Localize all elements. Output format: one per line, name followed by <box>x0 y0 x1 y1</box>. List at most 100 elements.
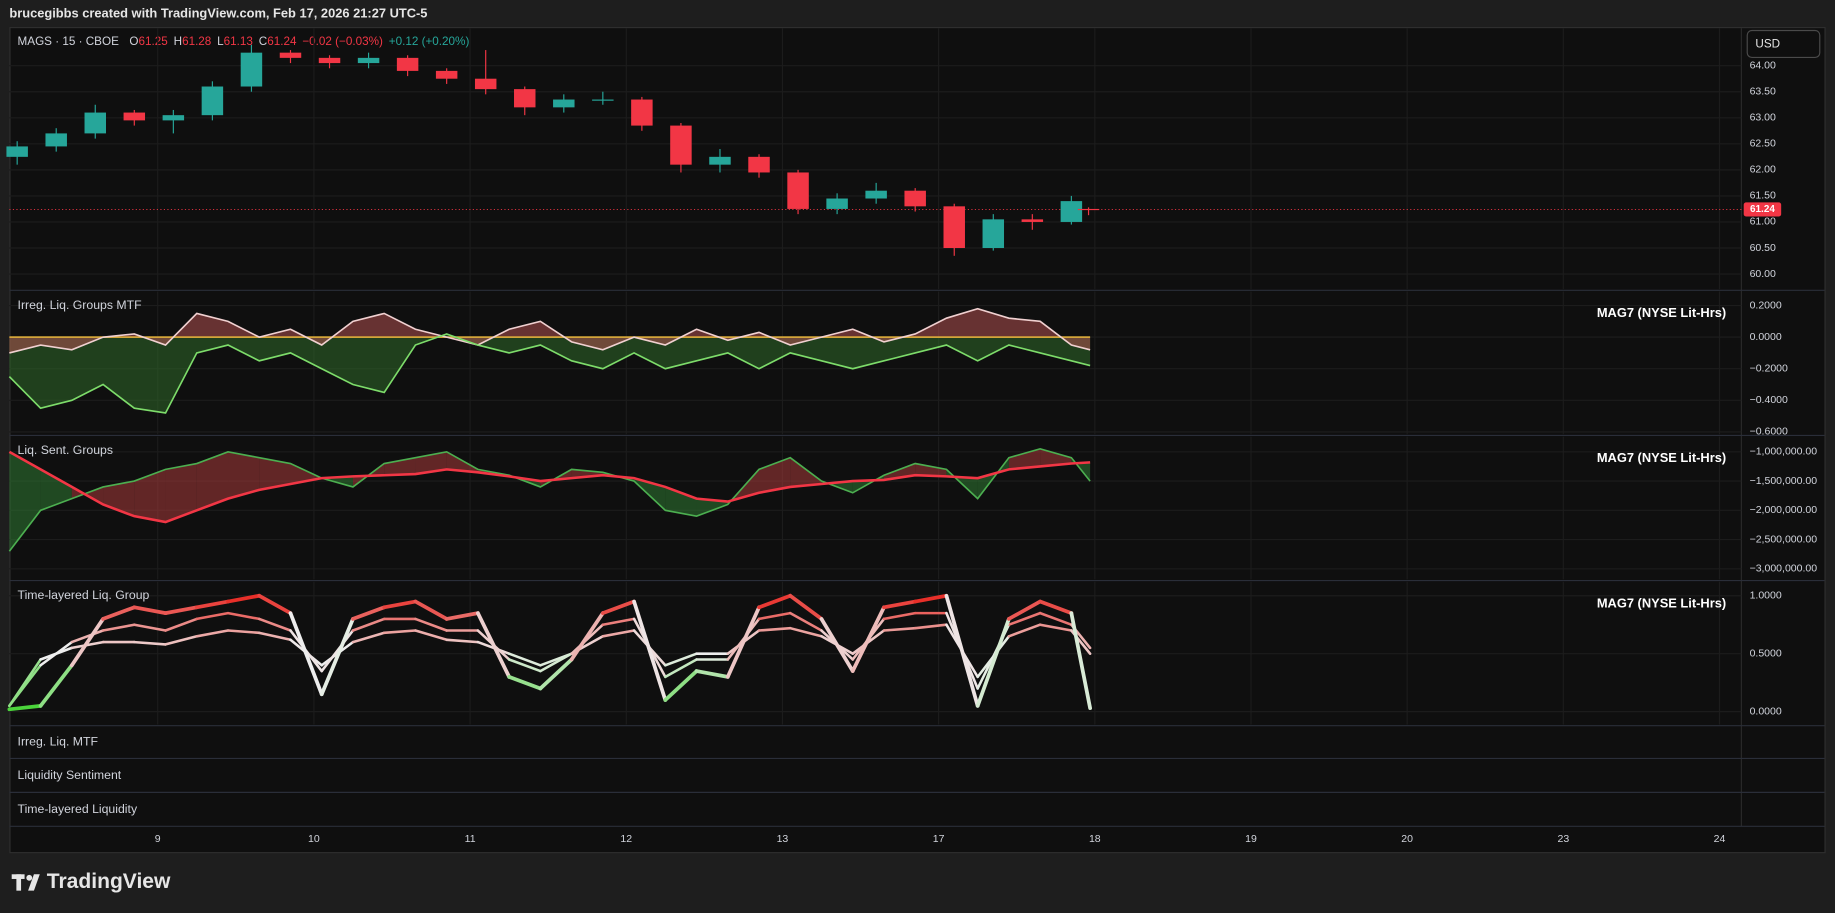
candle-body <box>123 112 146 121</box>
series-segment <box>163 605 199 615</box>
series-segment <box>1007 623 1042 638</box>
band-fill <box>790 457 822 487</box>
series-segment <box>664 652 698 667</box>
y-tick-label: 62.50 <box>1750 138 1776 150</box>
series-segment <box>1007 611 1042 627</box>
series-segment <box>1038 599 1074 615</box>
candle-body <box>45 133 67 147</box>
y-tick-label: −2,500,000.00 <box>1750 533 1818 545</box>
series-segment <box>882 626 917 632</box>
series-segment <box>538 657 574 691</box>
series-segment <box>882 611 917 621</box>
band-fill <box>228 451 260 499</box>
collapsed-pane-title: Time-layered Liquidity <box>18 802 138 816</box>
ohlc-value: 61.28 <box>182 35 211 48</box>
series-segment <box>133 623 167 632</box>
logo-shape <box>26 874 33 881</box>
series-segment <box>476 611 512 679</box>
band-fill <box>103 481 135 517</box>
series-segment <box>725 605 761 679</box>
pane-title: Liq. Sent. Groups <box>18 443 113 457</box>
candle-body <box>318 57 341 64</box>
candle-body <box>474 78 497 90</box>
y-tick-label: 0.0000 <box>1750 331 1782 343</box>
series-segment <box>8 663 42 708</box>
series-segment <box>601 617 636 627</box>
currency-label[interactable]: USD <box>1755 38 1780 51</box>
series-segment <box>7 703 43 712</box>
band-fill <box>571 469 603 479</box>
series-segment <box>320 629 355 673</box>
series-segment <box>226 611 261 621</box>
series-segment <box>819 617 855 673</box>
series-segment <box>351 605 387 621</box>
y-tick-label: 64.00 <box>1750 59 1776 71</box>
ohlc-label: H <box>174 35 182 48</box>
series-segment <box>944 593 980 708</box>
series-segment <box>319 617 355 697</box>
series-segment <box>569 611 605 662</box>
pane-subtitle: MAG7 (NYSE Lit-Hrs) <box>1597 595 1726 610</box>
footer-logo-icon <box>11 874 40 891</box>
series-segment <box>414 617 448 632</box>
ohlc-value: 61.25 <box>139 35 169 48</box>
series-segment <box>694 669 730 679</box>
x-tick-label: 20 <box>1401 833 1413 845</box>
y-tick-label: −2,000,000.00 <box>1750 504 1818 516</box>
ohlc-label: L <box>217 35 224 48</box>
series-segment <box>414 629 448 642</box>
band-fill <box>1040 448 1072 467</box>
candle-body <box>670 125 692 165</box>
candle-body <box>1021 219 1044 222</box>
series-segment <box>195 611 230 621</box>
pane-subtitle: MAG7 (NYSE Lit-Hrs) <box>1597 450 1726 465</box>
y-tick-label: 61.50 <box>1750 190 1776 202</box>
series-segment <box>507 652 542 667</box>
series-segment <box>226 593 262 604</box>
series-segment <box>257 593 293 615</box>
x-tick-label: 19 <box>1245 833 1257 845</box>
series-segment <box>975 617 1011 708</box>
series-line <box>9 307 1091 354</box>
series-area <box>9 333 1091 413</box>
series-segment <box>1038 623 1073 632</box>
candle-body <box>201 86 224 116</box>
y-tick-label: 63.00 <box>1750 112 1776 124</box>
series-segment <box>757 593 793 610</box>
series-segment <box>132 605 168 615</box>
change: −0.02 (−0.03%) <box>302 35 383 48</box>
candle-body <box>709 156 731 165</box>
candle-body <box>240 52 263 87</box>
series-segment <box>101 605 137 621</box>
x-tick-label: 13 <box>777 833 789 845</box>
series-segment <box>1069 611 1092 711</box>
ohlc-legend: MAGS · 15 · CBOE O61.25 H61.28 L61.13 C61.24… <box>18 35 470 48</box>
currency-button[interactable] <box>1746 29 1821 59</box>
y-tick-label: 62.00 <box>1750 164 1776 176</box>
series-line <box>8 450 1091 524</box>
last-price-tag <box>1743 202 1782 217</box>
footer-logo: TradingView <box>47 870 171 893</box>
series-segment <box>382 599 418 610</box>
series-segment <box>382 629 417 635</box>
series-segment <box>164 635 199 646</box>
series-segment <box>39 640 74 667</box>
series-segment <box>351 617 386 632</box>
candle-body <box>592 99 614 101</box>
series-segment <box>850 605 886 673</box>
series-segment <box>788 611 823 632</box>
band-fill <box>259 457 291 490</box>
candle-body <box>84 112 106 134</box>
series-segment <box>788 593 824 621</box>
series-segment <box>1007 599 1043 621</box>
y-tick-label: 61.00 <box>1750 216 1776 228</box>
band-fill <box>9 451 41 552</box>
y-tick-label: 1.0000 <box>1750 590 1782 602</box>
series-segment <box>194 599 230 610</box>
series-segment <box>757 611 792 621</box>
last-price-label: 61.24 <box>1750 204 1775 215</box>
ohlc-value: 61.13 <box>224 35 253 48</box>
candle-body <box>279 52 302 58</box>
